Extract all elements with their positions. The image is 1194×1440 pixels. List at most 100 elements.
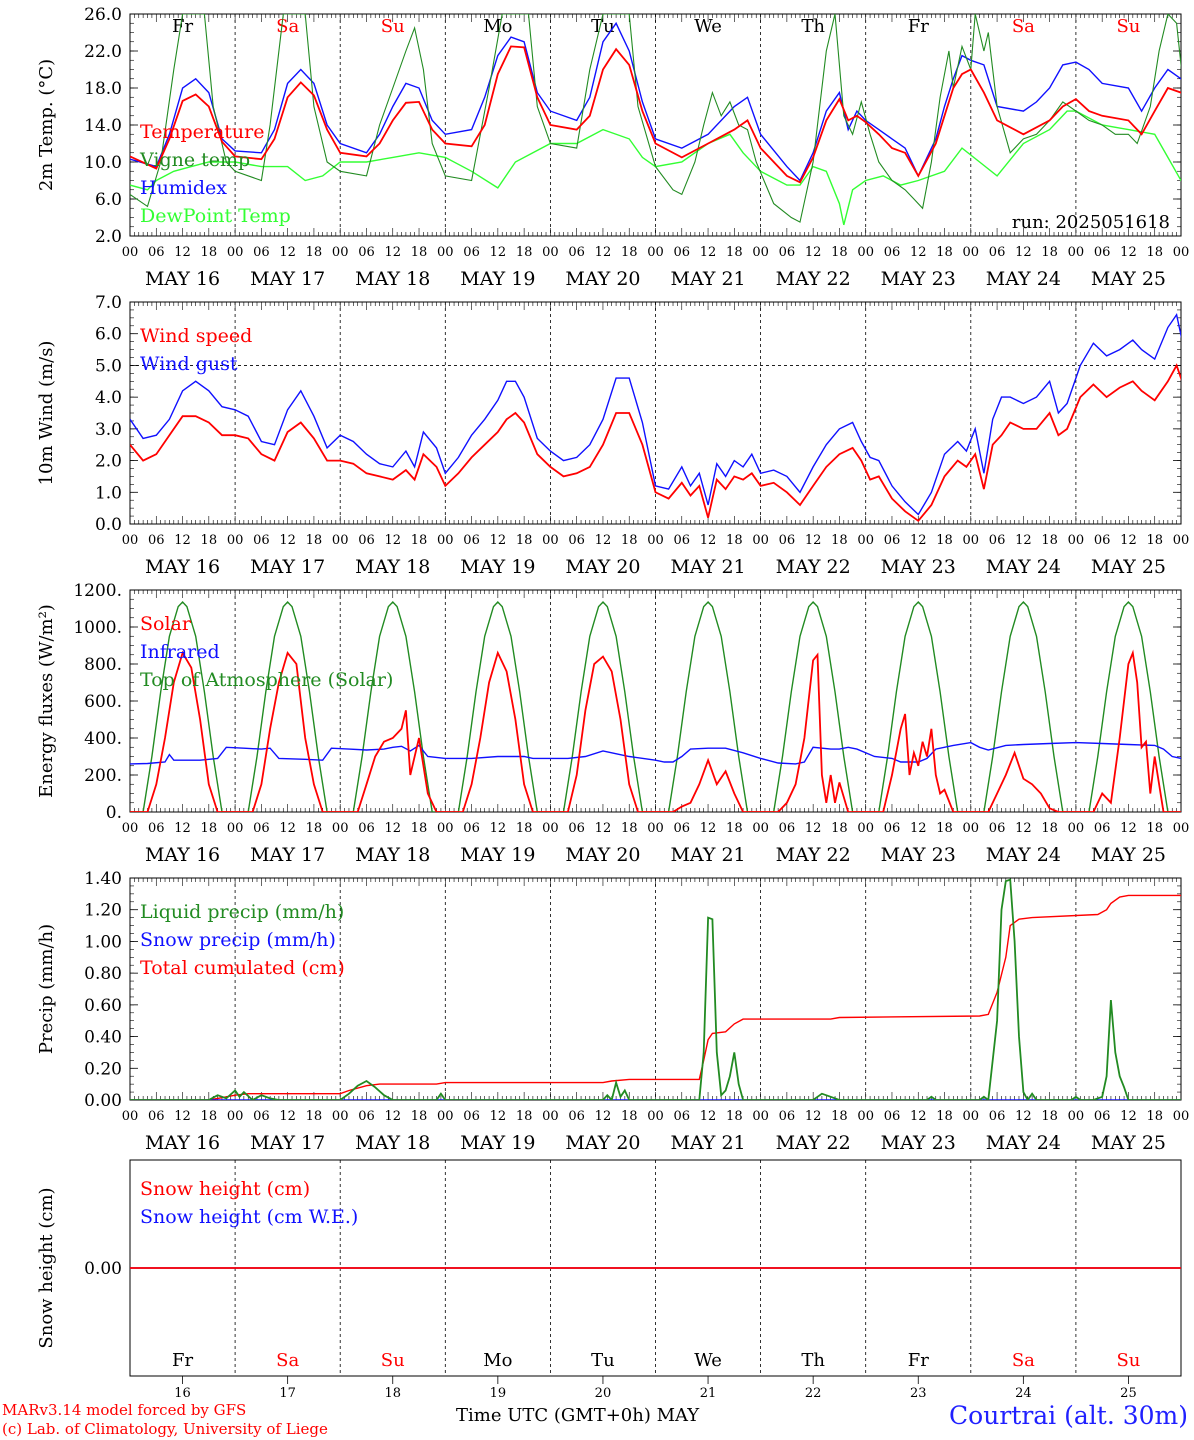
x-date-label: MAY 18 [355,1132,430,1154]
x-hour-label: 18 [936,1109,953,1124]
x-hour-label: 18 [621,1109,638,1124]
weekday-label: Su [1116,16,1140,37]
weekday-label: Sa [276,1350,299,1371]
weekday-label: We [694,1350,722,1371]
weekday-label: Su [381,16,405,37]
x-hour-label: 18 [831,821,848,836]
x-hour-label: 18 [1041,1109,1058,1124]
weekday-label: Sa [276,16,299,37]
x-date-label: MAY 20 [565,268,640,290]
x-hour-label: 18 [306,1109,323,1124]
x-date-label: MAY 19 [460,844,535,866]
weekday-label: Th [801,16,825,37]
x-hour-label: 00 [227,533,244,548]
x-hour-label: 00 [647,821,664,836]
x-hour-label: 00 [1068,821,1085,836]
x-hour-label: 12 [490,245,507,260]
legend-entry-1: Temperature [140,121,264,143]
series-line-2 [130,312,1181,516]
panel-5: 0.00 Snow height (cm) Fr Sa Su Mo Tu We Th Fr Sa Su… [36,1159,1182,1401]
x-hour-label: 18 [621,533,638,548]
x-date-label: MAY 21 [670,556,745,578]
x-hour-label: 06 [989,1109,1006,1124]
x-date-label: MAY 19 [460,1132,535,1154]
x-hour-label: 12 [174,533,191,548]
x-hour-label: 12 [1120,821,1137,836]
weekday-label: Fr [172,1350,193,1371]
weekday-label: Mo [483,16,512,37]
x-hour-label: 00 [122,1109,139,1124]
x-hour-label: 12 [490,1109,507,1124]
legend-entry-1: Liquid precip (mm/h) [140,901,344,923]
x-hour-label: 18 [831,1109,848,1124]
day-number-label: 22 [805,1386,822,1401]
weekday-label: Tu [591,16,615,37]
y-tick-label: 14.0 [84,116,122,136]
y-tick-label: 400. [84,729,122,749]
x-hour-label: 12 [910,1109,927,1124]
x-hour-label: 18 [1146,245,1163,260]
x-hour-label: 12 [700,245,717,260]
x-hour-label: 00 [332,1109,349,1124]
x-hour-label: 12 [1015,245,1032,260]
x-hour-label: 00 [1173,821,1190,836]
series-line-1 [130,649,1181,812]
y-tick-label: 22.0 [84,42,122,62]
x-hour-label: 06 [1094,821,1111,836]
x-date-label: MAY 24 [986,556,1061,578]
y-tick-label: 1200. [73,581,122,601]
x-hour-label: 18 [201,245,218,260]
x-axis-title: Time UTC (GMT+0h) MAY [456,1405,699,1426]
x-hour-label: 12 [595,533,612,548]
x-hour-label: 18 [516,533,533,548]
weekday-label: Sa [1012,1350,1035,1371]
x-hour-label: 00 [437,821,454,836]
x-hour-label: 06 [253,533,270,548]
x-date-label: MAY 22 [776,268,851,290]
y-tick-label: 2.0 [95,227,122,247]
x-hour-label: 06 [568,245,585,260]
x-date-label: MAY 23 [881,556,956,578]
day-number-label: 17 [279,1386,296,1401]
x-hour-label: 18 [726,1109,743,1124]
x-date-label: MAY 16 [145,1132,220,1154]
x-date-label: MAY 20 [565,1132,640,1154]
x-hour-label: 00 [1173,245,1190,260]
x-hour-label: 06 [148,1109,165,1124]
x-axis-month: MAY [656,1405,700,1426]
y-tick-label: 7.0 [95,293,122,313]
x-hour-label: 18 [411,1109,428,1124]
weekday-label: We [694,16,722,37]
x-axis-title-text: Time UTC (GMT+0h) [456,1405,651,1426]
x-hour-label: 18 [936,245,953,260]
day-number-label: 23 [910,1386,927,1401]
station-name: Courtrai (alt. 30m) [949,1401,1188,1430]
x-hour-label: 12 [805,821,822,836]
x-hour-label: 06 [463,533,480,548]
x-date-label: MAY 23 [881,1132,956,1154]
x-hour-label: 00 [542,533,559,548]
x-hour-label: 18 [1146,1109,1163,1124]
y-tick-label: 0.0 [95,515,122,535]
x-hour-label: 00 [122,245,139,260]
x-hour-label: 06 [674,245,691,260]
x-hour-label: 12 [910,245,927,260]
weekday-label: Su [381,1350,405,1371]
y-tick-label: 1.00 [84,932,122,952]
y-tick-label: 18.0 [84,79,122,99]
x-date-label: MAY 20 [565,556,640,578]
legend-entry-2: Wind gust [140,353,238,375]
day-number-label: 25 [1120,1386,1137,1401]
x-date-label: MAY 17 [250,844,325,866]
x-hour-label: 18 [1041,821,1058,836]
x-hour-label: 00 [752,1109,769,1124]
x-hour-label: 12 [805,533,822,548]
x-hour-label: 00 [963,533,980,548]
x-hour-label: 18 [516,1109,533,1124]
x-hour-label: 06 [148,821,165,836]
x-hour-label: 00 [1068,533,1085,548]
y-axis-title: Precip (mm/h) [36,924,57,1054]
x-hour-label: 06 [674,821,691,836]
x-hour-label: 00 [227,821,244,836]
x-hour-label: 12 [1120,533,1137,548]
